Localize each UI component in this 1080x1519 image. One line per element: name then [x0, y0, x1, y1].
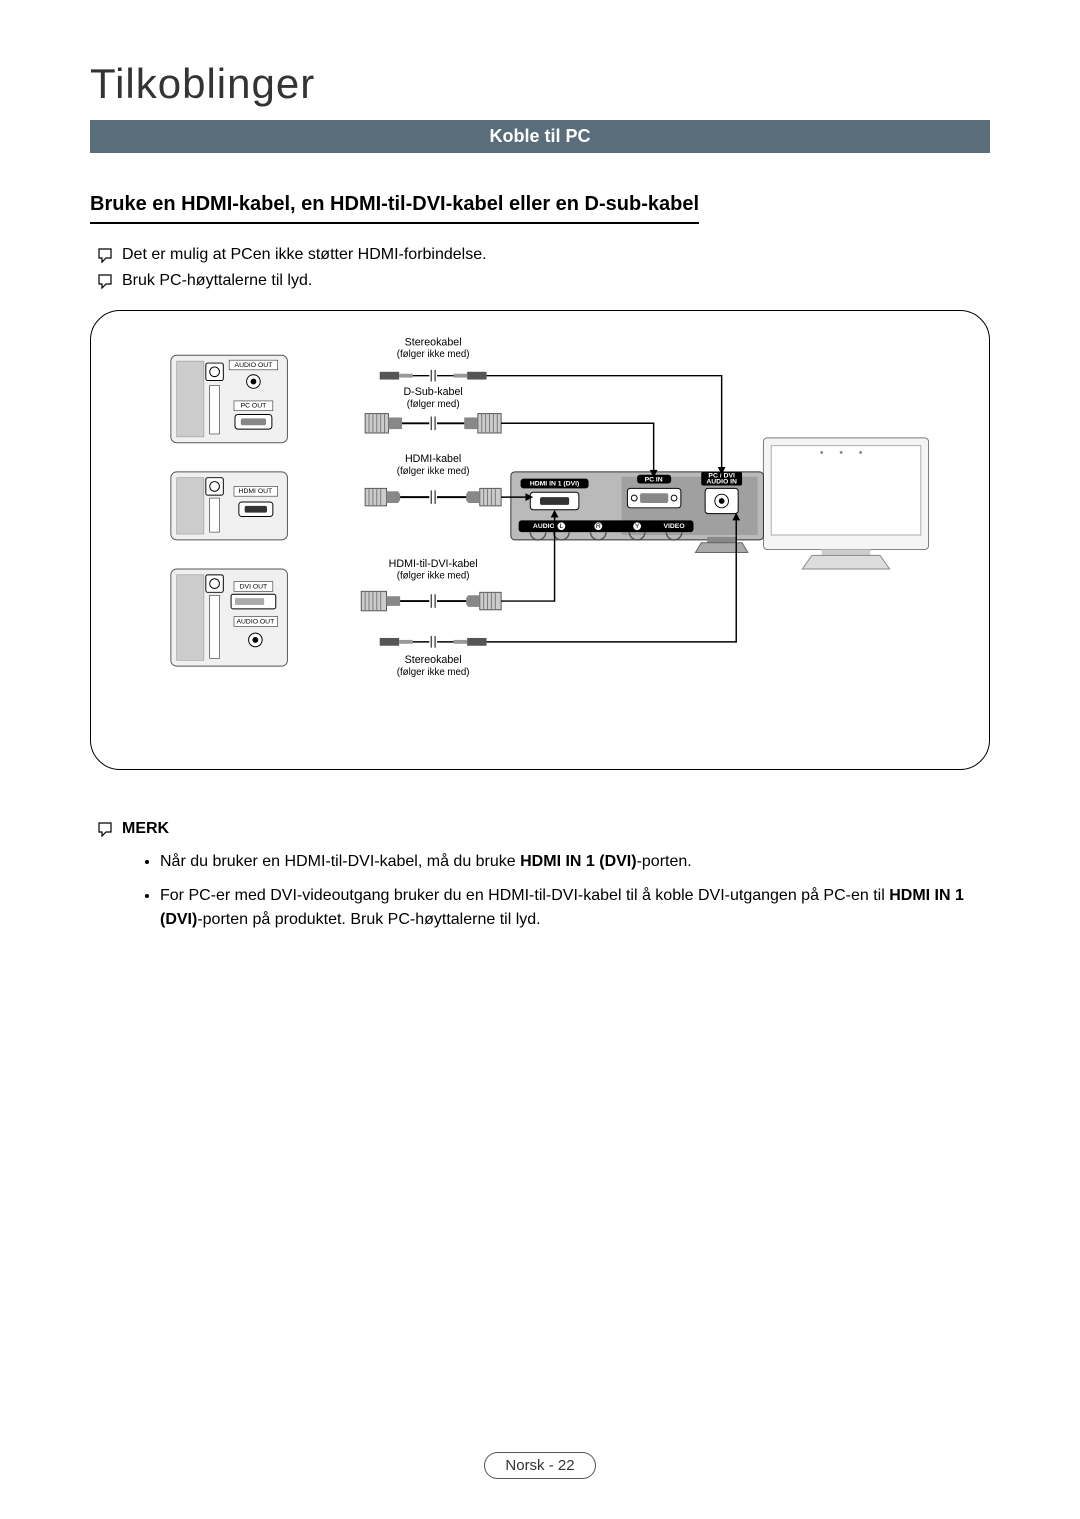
cable5-name: Stereokabel [405, 654, 462, 666]
cable2-sub: (følger med) [407, 399, 460, 410]
merk-block: MERK Når du bruker en HDMI-til-DVI-kabel… [90, 820, 990, 932]
sub-heading: Bruke en HDMI-kabel, en HDMI-til-DVI-kab… [90, 193, 699, 224]
footer-page: 22 [558, 1457, 575, 1474]
pc-pcout-label: PC OUT [241, 403, 267, 410]
tv-l: L [559, 523, 563, 530]
cable1-name: Stereokabel [405, 337, 462, 349]
pc-audioout2-label: AUDIO OUT [236, 618, 274, 625]
note-2: Bruk PC-høyttalerne til lyd. [96, 272, 990, 290]
cable3-name: HDMI-kabel [405, 453, 461, 465]
pc-audio-out-label: AUDIO OUT [235, 362, 273, 369]
merk-item-1: Når du bruker en HDMI-til-DVI-kabel, må … [160, 850, 990, 874]
tv-bottom-audio: AUDIO [533, 523, 555, 530]
page-footer: Norsk - 22 [0, 1452, 1080, 1479]
note-icon [96, 246, 114, 264]
tv-y: Y [635, 523, 640, 530]
connection-diagram: AUDIO OUT PC OUT HDMI OUT [90, 310, 990, 770]
diagram-svg: AUDIO OUT PC OUT HDMI OUT [121, 331, 959, 739]
merk-item-2: For PC-er med DVI-videoutgang bruker du … [160, 884, 990, 932]
section-bar: Koble til PC [90, 120, 990, 153]
note-1-text: Det er mulig at PCen ikke støtter HDMI-f… [122, 246, 487, 264]
note-2-text: Bruk PC-høyttalerne til lyd. [122, 272, 312, 290]
merk1-post: -porten. [637, 853, 692, 870]
merk-label: MERK [122, 820, 169, 838]
merk1-pre: Når du bruker en HDMI-til-DVI-kabel, må … [160, 853, 520, 870]
tv-hdmi-in-label: HDMI IN 1 (DVI) [530, 480, 579, 487]
note-1: Det er mulig at PCen ikke støtter HDMI-f… [96, 246, 990, 264]
cable4-name: HDMI-til-DVI-kabel [389, 558, 478, 570]
merk2-post: -porten på produktet. Bruk PC-høyttalern… [197, 911, 540, 928]
cable4-sub: (følger ikke med) [397, 571, 470, 582]
pc-dviout-label: DVI OUT [240, 583, 268, 590]
footer-lang: Norsk [505, 1457, 544, 1474]
note-icon [96, 820, 114, 838]
merk2-pre: For PC-er med DVI-videoutgang bruker du … [160, 887, 889, 904]
chapter-title: Tilkoblinger [90, 60, 990, 108]
tv-audioin-label-2: AUDIO IN [706, 479, 737, 486]
tv-pcin-label: PC IN [645, 477, 663, 484]
note-icon [96, 272, 114, 290]
tv-bottom-video: VIDEO [663, 523, 684, 530]
cable3-sub: (følger ikke med) [397, 466, 470, 477]
cable5-sub: (følger ikke med) [397, 667, 470, 678]
tv-r: R [596, 523, 601, 530]
cable1-sub: (følger ikke med) [397, 349, 470, 360]
merk1-bold: HDMI IN 1 (DVI) [520, 853, 636, 870]
pc-hdmiout-label: HDMI OUT [239, 488, 273, 495]
cable2-name: D-Sub-kabel [403, 386, 462, 398]
